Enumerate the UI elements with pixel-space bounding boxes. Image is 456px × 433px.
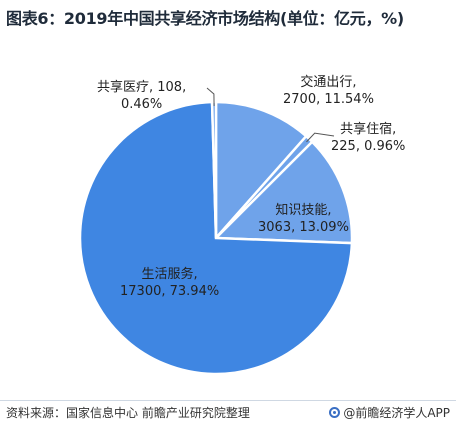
label-yiliao-name: 共享医疗, 108, <box>97 80 187 95</box>
label-zhusu: 共享住宿, 225, 0.96% <box>331 121 405 155</box>
pie-chart <box>78 87 354 376</box>
label-shenghuo-name: 生活服务, <box>141 267 198 282</box>
leader-yiliao <box>206 87 215 107</box>
leader-lines <box>206 87 335 143</box>
label-jiaotong: 交通出行, 2700, 11.54% <box>283 74 374 108</box>
label-zhishi-value: 3063, 13.09% <box>258 220 349 235</box>
qianzhan-logo-icon <box>329 407 341 418</box>
label-zhusu-value: 225, 0.96% <box>331 139 406 154</box>
label-zhishi-name: 知识技能, <box>275 203 332 218</box>
chart-title: 图表6：2019年中国共享经济市场结构(单位：亿元，%) <box>6 9 404 28</box>
pie-slices <box>78 100 354 376</box>
brand-text: @前瞻经济学人APP <box>343 406 450 420</box>
label-shenghuo: 生活服务, 17300, 73.94% <box>120 266 219 300</box>
label-jiaotong-value: 2700, 11.54% <box>283 92 374 107</box>
label-zhusu-name: 共享住宿, <box>340 122 397 137</box>
footer-divider <box>0 400 456 401</box>
label-shenghuo-value: 17300, 73.94% <box>120 284 220 299</box>
brand-credit: @前瞻经济学人APP <box>329 404 450 421</box>
label-jiaotong-name: 交通出行, <box>300 75 357 90</box>
slice-jiaotong <box>214 100 308 242</box>
label-yiliao-value: 0.46% <box>120 97 163 112</box>
leader-zhusu <box>306 132 335 143</box>
slice-zhishi <box>213 140 354 245</box>
slice-shenghuo <box>78 100 354 376</box>
label-yiliao: 共享医疗, 108, 0.46% <box>97 79 186 113</box>
source-text: 资料来源：国家信息中心 前瞻产业研究院整理 <box>6 406 250 420</box>
label-zhishi: 知识技能, 3063, 13.09% <box>258 202 349 236</box>
